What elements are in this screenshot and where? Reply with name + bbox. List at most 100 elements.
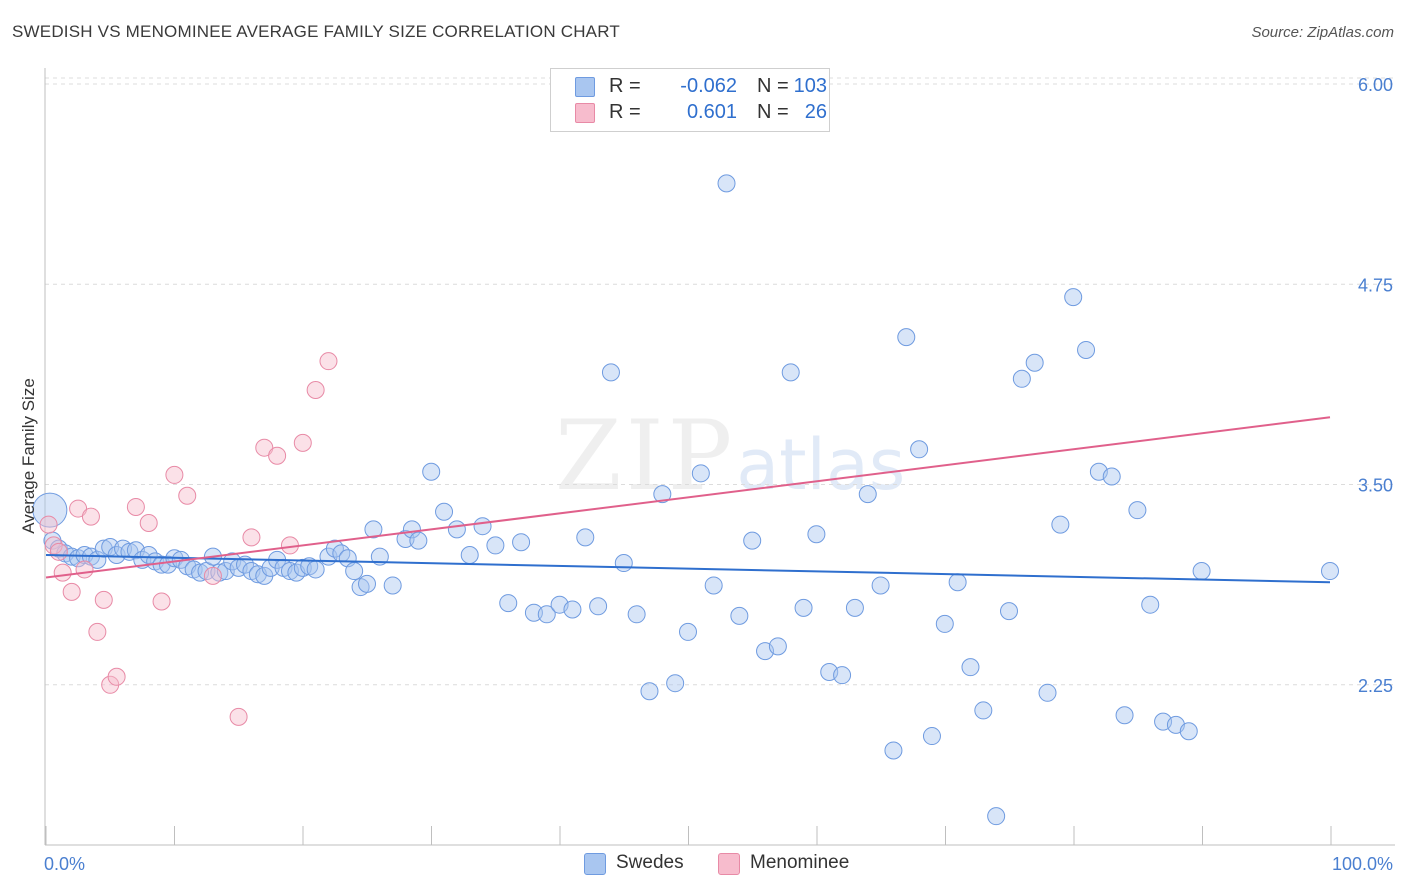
swedes-point — [627, 605, 646, 624]
points-layer — [32, 174, 1339, 826]
swedes-point — [576, 528, 595, 547]
legend-swatch-swedes — [575, 77, 595, 97]
swedes-point — [640, 682, 659, 701]
chart-source: Source: ZipAtlas.com — [1251, 24, 1394, 41]
legend-n-value: 26 — [804, 101, 827, 123]
swedes-point — [370, 547, 389, 566]
menominee-point — [62, 582, 81, 601]
menominee-point — [75, 560, 94, 579]
swedes-point — [858, 485, 877, 504]
swedes-point — [922, 727, 941, 746]
watermark-atlas: atlas — [736, 424, 906, 506]
swedes-point — [935, 614, 954, 633]
menominee-point — [229, 707, 248, 726]
swedes-point — [1000, 602, 1018, 621]
swedes-point — [486, 536, 505, 555]
axis-layer — [44, 68, 1395, 846]
swedes-point — [139, 546, 158, 565]
menominee-point — [178, 486, 197, 505]
swedes-point — [679, 622, 697, 641]
swedes-point — [948, 573, 967, 592]
x-tick-label-min: 0.0% — [44, 854, 85, 874]
legend-r-label: R = — [609, 75, 641, 97]
swedes-point — [1051, 515, 1070, 534]
swedes-point — [1012, 369, 1031, 388]
swedes-point — [512, 533, 531, 552]
swedes-point — [345, 562, 364, 581]
swedes-point — [884, 741, 903, 760]
swedes-point — [730, 606, 749, 625]
menominee-point — [306, 381, 325, 400]
menominee-point — [81, 507, 100, 526]
swedes-point — [402, 520, 421, 539]
menominee-point — [152, 592, 171, 611]
legend-r-value: 0.601 — [686, 101, 737, 123]
swedes-point — [435, 502, 454, 521]
menominee-point — [165, 465, 184, 484]
swedes-point — [987, 807, 1006, 826]
trend-layer — [45, 416, 1331, 584]
menominee-point — [293, 433, 312, 452]
menominee-point — [69, 499, 88, 518]
swedes-point — [1128, 501, 1147, 520]
swedes-point — [1141, 595, 1160, 614]
swedes-point — [563, 600, 582, 619]
swedes-point — [691, 464, 710, 483]
bottom-legend-label-swedes: Swedes — [616, 852, 684, 873]
x-tick-label-max: 100.0% — [1332, 854, 1393, 874]
legend-n-value: 103 — [793, 75, 827, 97]
swedes-point — [910, 440, 929, 459]
watermark: ZIPatlas — [555, 400, 905, 512]
swedes-point — [1038, 683, 1057, 702]
menominee-point — [39, 515, 58, 534]
menominee-trend-line — [45, 416, 1331, 579]
watermark-zip: ZIP — [555, 400, 737, 512]
swedes-point — [473, 517, 492, 536]
y-axis-label: Average Family Size — [19, 378, 38, 534]
swedes-point — [422, 462, 441, 481]
swedes-point — [794, 598, 813, 617]
swedes-point — [1102, 467, 1121, 486]
swedes-point — [807, 525, 826, 544]
swedes-point — [653, 485, 672, 504]
swedes-point — [460, 546, 479, 565]
swedes-point — [833, 666, 852, 685]
swedes-point — [704, 576, 723, 595]
menominee-point — [255, 438, 274, 457]
swedes-point — [614, 554, 633, 573]
swedes-point — [364, 520, 383, 539]
y-tick-labels: 2.25 3.50 4.75 6.00 — [1358, 75, 1393, 696]
swedes-point — [32, 492, 68, 528]
swedes-point — [409, 531, 428, 550]
y-tick-label: 3.50 — [1358, 476, 1393, 496]
swedes-point — [743, 531, 762, 550]
swedes-point — [717, 174, 736, 193]
swedes-point — [781, 363, 800, 382]
legend-n-label: N = — [757, 75, 789, 97]
swedes-point — [447, 520, 466, 539]
swedes-point — [499, 594, 518, 613]
legend-n-label: N = — [757, 101, 789, 123]
menominee-point — [139, 513, 158, 532]
swedes-point — [589, 597, 608, 616]
swedes-point — [897, 328, 916, 347]
chart-title: SWEDISH VS MENOMINEE AVERAGE FAMILY SIZE… — [12, 22, 620, 41]
swedes-point — [236, 555, 255, 574]
legend-swatch-menominee — [575, 103, 595, 123]
menominee-point — [203, 566, 222, 585]
swedes-point — [1115, 706, 1134, 725]
grid-layer — [45, 77, 1395, 686]
menominee-point — [53, 563, 72, 582]
menominee-point — [268, 446, 287, 465]
menominee-point — [94, 590, 113, 609]
swedes-point — [768, 637, 787, 656]
swedes-point — [1077, 340, 1096, 359]
swedes-point — [1179, 722, 1198, 741]
menominee-point — [107, 667, 126, 686]
swedes-point — [974, 701, 993, 720]
swedes-point — [1025, 353, 1044, 372]
swedes-point — [306, 560, 325, 579]
menominee-point — [88, 622, 107, 641]
swedes-point — [845, 598, 864, 617]
